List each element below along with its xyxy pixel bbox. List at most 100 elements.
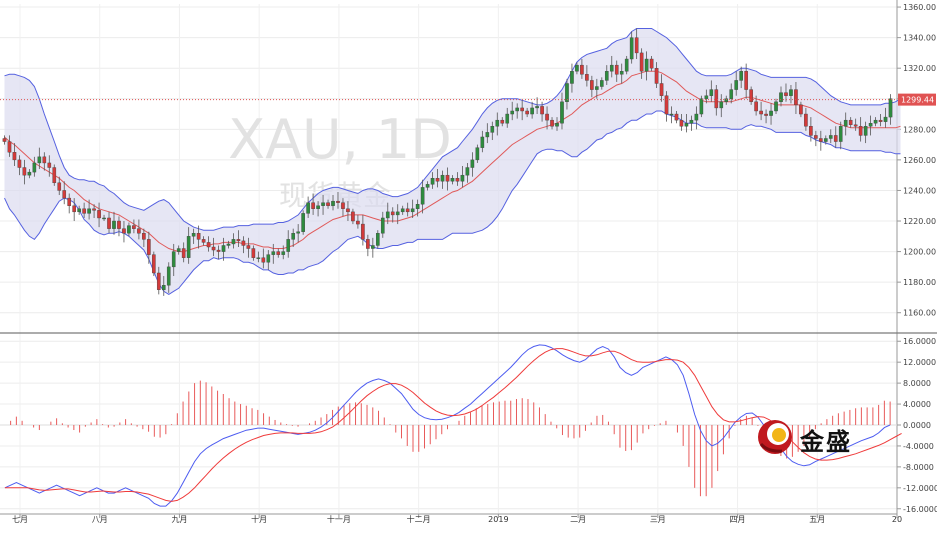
- bollinger-upper-line: [4, 28, 901, 231]
- candle-body: [853, 124, 858, 127]
- candle-body: [137, 228, 141, 234]
- candle-body: [714, 89, 719, 109]
- candle-body: [341, 202, 345, 209]
- candle-body: [142, 233, 146, 240]
- candle-body: [883, 116, 888, 122]
- candle-body: [684, 123, 689, 127]
- macd-tick-label: -8.0000: [903, 463, 934, 472]
- current-price-tag: [898, 93, 936, 106]
- candle-body: [724, 98, 729, 103]
- candle-body: [410, 208, 415, 213]
- candle-body: [366, 239, 370, 249]
- candle-body: [281, 251, 286, 255]
- candle-body: [2, 138, 7, 142]
- candle-body: [77, 208, 81, 213]
- candle-body: [316, 205, 320, 209]
- x-tick-label: 五月: [809, 515, 825, 524]
- candle-body: [425, 184, 430, 188]
- macd-line: [4, 344, 891, 507]
- candle-body: [271, 251, 276, 255]
- candle-body: [440, 174, 445, 182]
- candle-body: [361, 223, 365, 240]
- candle-body: [127, 225, 131, 234]
- candle-body: [286, 239, 291, 252]
- candle-body: [510, 110, 515, 115]
- candle-body: [575, 64, 579, 72]
- candle-body: [590, 80, 594, 90]
- candle-body: [599, 80, 604, 87]
- candle-body: [634, 37, 639, 54]
- candle-body: [450, 178, 455, 182]
- price-tick-label: 1280.00: [903, 125, 936, 134]
- macd-tick-label: 16.0000: [903, 337, 936, 346]
- price-tick-label: 1260.00: [903, 156, 936, 165]
- candle-body: [226, 243, 231, 246]
- candle-body: [181, 248, 186, 258]
- candle-body: [87, 208, 91, 214]
- candle-body: [624, 58, 629, 72]
- candle-body: [709, 89, 714, 96]
- x-tick-label: 三月: [650, 515, 666, 524]
- macd-tick-label: -16.0000: [903, 505, 937, 514]
- candle-body: [490, 126, 495, 133]
- candle-body: [251, 248, 256, 258]
- candle-body: [769, 110, 773, 116]
- candle-body: [291, 233, 296, 240]
- candle-body: [405, 208, 410, 213]
- candle-body: [430, 178, 435, 185]
- candle-body: [694, 113, 699, 121]
- x-tick-label: 20: [892, 515, 902, 524]
- candle-body: [814, 135, 818, 139]
- candle-body: [540, 106, 544, 115]
- candle-body: [296, 231, 300, 234]
- candle-body: [465, 167, 470, 176]
- candle-body: [848, 119, 853, 125]
- candle-body: [246, 245, 251, 249]
- candle-body: [550, 119, 554, 127]
- candle-body: [351, 211, 355, 222]
- candle-body: [580, 64, 584, 75]
- price-tick-label: 1360.00: [903, 3, 936, 12]
- candle-body: [221, 245, 226, 252]
- candle-body: [380, 217, 385, 234]
- candle-body: [117, 220, 121, 229]
- candle-body: [470, 159, 475, 168]
- candle-body: [231, 239, 236, 245]
- candle-body: [256, 257, 261, 259]
- candle-body: [863, 126, 868, 136]
- candle-body: [873, 119, 878, 124]
- candle-body: [654, 67, 659, 84]
- candle-body: [211, 246, 216, 251]
- candle-body: [346, 208, 350, 213]
- x-tick-label: 八月: [92, 515, 108, 524]
- x-tick-label: 九月: [171, 515, 187, 524]
- price-tick-label: 1200.00: [903, 248, 936, 257]
- price-tick-label: 1340.00: [903, 34, 936, 43]
- macd-tick-label: 0.0000: [903, 421, 931, 430]
- candle-body: [415, 204, 420, 209]
- candle-body: [749, 89, 753, 103]
- candle-body: [107, 217, 111, 229]
- candle-body: [27, 171, 32, 176]
- candle-body: [216, 249, 221, 252]
- candle-body: [644, 58, 649, 72]
- candle-body: [102, 217, 106, 220]
- candle-body: [435, 178, 440, 182]
- candle-body: [22, 167, 27, 176]
- candle-body: [500, 119, 505, 124]
- candle-body: [97, 210, 101, 219]
- candle-body: [739, 71, 743, 81]
- watermark-symbol: XAU, 1D: [228, 108, 452, 171]
- candle-body: [838, 126, 843, 142]
- candle-body: [719, 101, 724, 109]
- price-tick-label: 1180.00: [903, 278, 936, 287]
- candle-body: [420, 187, 425, 205]
- candle-body: [729, 89, 734, 99]
- candle-body: [585, 74, 589, 81]
- candle-body: [560, 101, 564, 124]
- candle-body: [122, 228, 126, 234]
- candle-body: [331, 200, 335, 206]
- candle-body: [261, 257, 266, 263]
